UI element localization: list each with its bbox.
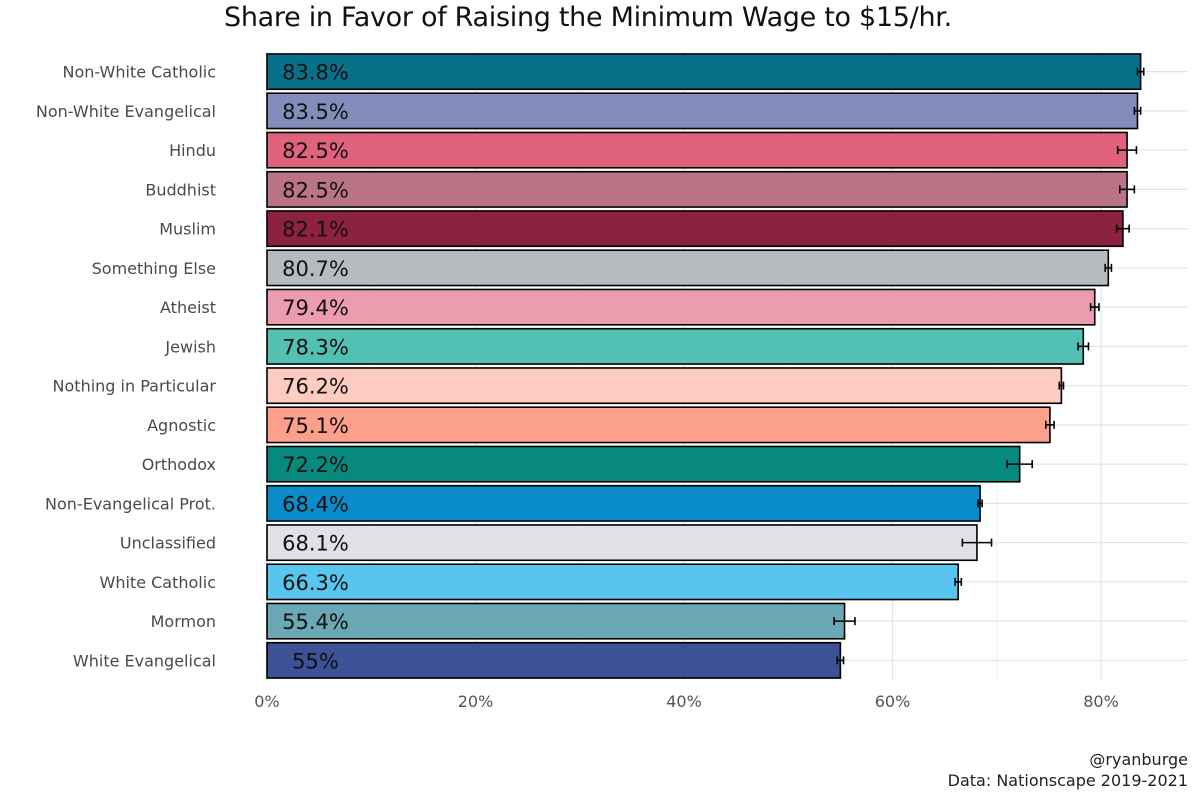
caption-handle: @ryanburge bbox=[1089, 750, 1188, 769]
category-label: Muslim bbox=[159, 220, 216, 239]
axis-layer: Non-White Catholic Non-White Evangelical H… bbox=[36, 63, 1119, 711]
bar bbox=[266, 563, 959, 601]
chart-title: Share in Favor of Raising the Minimum Wa… bbox=[224, 2, 952, 33]
category-label: Jewish bbox=[164, 337, 216, 356]
value-label: 78.3% bbox=[282, 335, 349, 359]
value-label: 82.1% bbox=[282, 218, 349, 242]
bar bbox=[266, 288, 1096, 326]
bar-layer: 83.8% 83.5% 82.5% 82.5% 82.1% 80.7% 79.4% 78.3%… bbox=[266, 53, 1145, 679]
bar bbox=[266, 327, 1085, 365]
category-label: Agnostic bbox=[147, 416, 216, 435]
value-label: 55.4% bbox=[282, 610, 349, 634]
bar bbox=[266, 249, 1110, 287]
caption-source: Data: Nationscape 2019-2021 bbox=[947, 771, 1188, 790]
category-label: Atheist bbox=[160, 298, 216, 317]
value-label: 82.5% bbox=[282, 178, 349, 202]
bar bbox=[266, 170, 1128, 208]
bar bbox=[266, 445, 1021, 483]
category-label: Something Else bbox=[92, 259, 216, 278]
value-label: 68.1% bbox=[282, 532, 349, 556]
value-label: 66.3% bbox=[282, 571, 349, 595]
value-label: 68.4% bbox=[282, 492, 349, 516]
bar bbox=[266, 367, 1063, 405]
bar bbox=[266, 92, 1139, 130]
category-label: Nothing in Particular bbox=[53, 377, 217, 396]
category-label: White Catholic bbox=[100, 573, 216, 592]
category-label: Non-White Evangelical bbox=[36, 102, 216, 121]
bar bbox=[266, 53, 1142, 91]
x-tick-label: 0% bbox=[254, 692, 279, 711]
value-label: 83.8% bbox=[282, 61, 349, 85]
value-label: 82.5% bbox=[282, 139, 349, 163]
category-label: Hindu bbox=[169, 141, 216, 160]
category-label: Buddhist bbox=[145, 180, 216, 199]
bar bbox=[266, 210, 1124, 248]
x-tick-label: 60% bbox=[875, 692, 911, 711]
bar bbox=[266, 484, 981, 522]
value-label: 76.2% bbox=[282, 375, 349, 399]
x-tick-label: 80% bbox=[1083, 692, 1119, 711]
bar bbox=[266, 602, 846, 640]
category-label: Unclassified bbox=[120, 534, 216, 553]
bar bbox=[266, 524, 978, 562]
bar bbox=[266, 641, 842, 679]
value-label: 80.7% bbox=[282, 257, 349, 281]
category-label: Non-White Catholic bbox=[63, 63, 217, 82]
value-label: 72.2% bbox=[282, 453, 349, 477]
x-tick-label: 40% bbox=[666, 692, 702, 711]
value-label: 83.5% bbox=[282, 100, 349, 124]
x-tick-label: 20% bbox=[458, 692, 494, 711]
category-label: White Evangelical bbox=[73, 651, 216, 670]
bar bbox=[266, 406, 1051, 444]
value-label: 75.1% bbox=[282, 414, 349, 438]
value-label: 79.4% bbox=[282, 296, 349, 320]
category-label: Non-Evangelical Prot. bbox=[45, 494, 216, 513]
category-label: Mormon bbox=[151, 612, 216, 631]
value-label: 55% bbox=[292, 649, 339, 673]
bar bbox=[266, 131, 1128, 169]
category-label: Orthodox bbox=[142, 455, 216, 474]
